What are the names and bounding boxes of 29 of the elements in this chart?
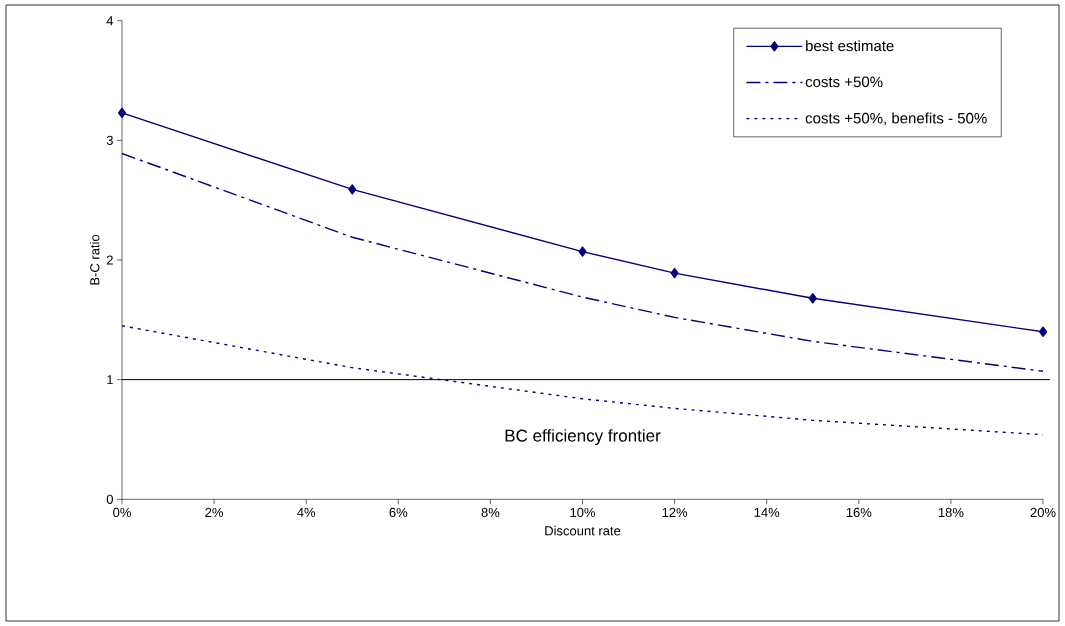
x-tick-label: 6% <box>389 507 408 518</box>
y-tick-label: 4 <box>106 16 114 26</box>
line-series <box>121 152 1044 372</box>
x-tick-label: 12% <box>662 507 688 517</box>
x-tick-label: 20% <box>1030 507 1056 518</box>
x-tick-label: 16% <box>846 507 872 518</box>
point <box>578 246 587 257</box>
x-tick-label: 2% <box>205 507 224 517</box>
x-tick-label: 4% <box>297 507 316 517</box>
y-tick-label: 0 <box>106 494 113 504</box>
point <box>348 184 357 195</box>
legend-label: costs +50%, benefits - 50% <box>805 112 987 126</box>
legend-label: best estimate <box>806 40 894 52</box>
y-tick-label: 2 <box>106 255 113 265</box>
point <box>670 267 679 279</box>
y-tick-label: 1 <box>107 375 113 385</box>
x-tick-label: 18% <box>938 507 964 518</box>
x-axis-title: Discount rate <box>545 525 621 536</box>
point <box>1038 326 1048 337</box>
x-tick-label: 14% <box>754 507 780 517</box>
x-tick-label: 10% <box>570 507 596 518</box>
x-tick-label: 8% <box>481 507 500 518</box>
legend-label: costs +50% <box>805 76 883 88</box>
ref-line-label: BC efficiency frontier <box>505 429 661 446</box>
point <box>808 293 817 304</box>
y-tick-label: 3 <box>106 135 113 145</box>
point <box>117 107 127 119</box>
y-axis-title: B-C ratio <box>89 234 100 285</box>
x-tick-label: 0% <box>113 507 131 518</box>
